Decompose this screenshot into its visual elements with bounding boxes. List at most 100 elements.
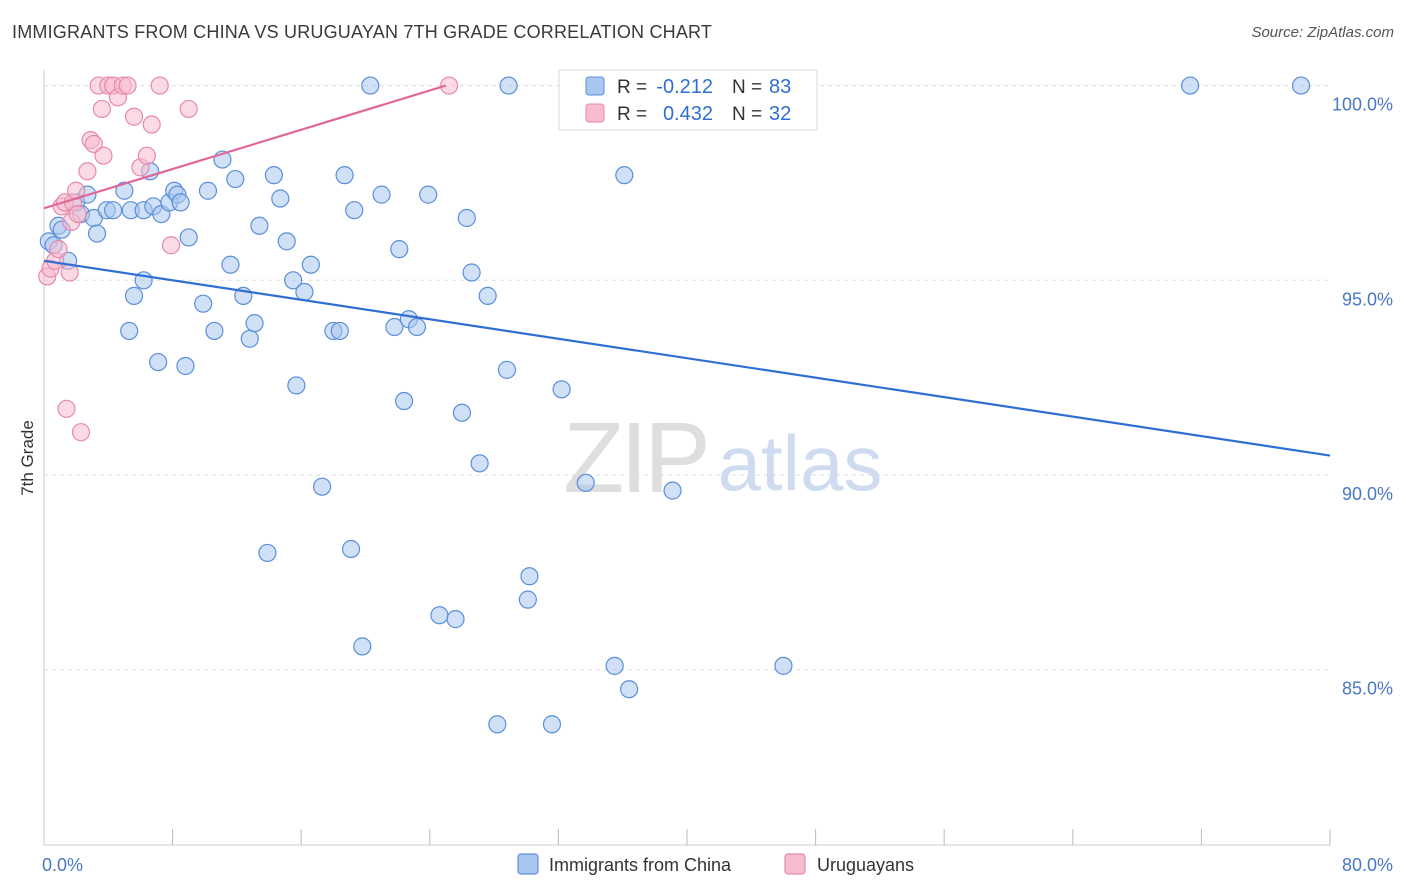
uru-point — [84, 134, 103, 154]
legend-r-label: R = — [617, 104, 647, 125]
legend-n-label: N = — [732, 104, 762, 125]
china-point — [390, 240, 409, 259]
china-point — [394, 391, 414, 411]
legend-n-value: 32 — [769, 103, 791, 125]
china-point — [488, 715, 507, 734]
china-point — [552, 380, 571, 399]
china-point — [542, 715, 562, 734]
china-point — [264, 166, 283, 185]
china-bottom-label: Immigrants from China — [549, 855, 732, 875]
china-point — [341, 539, 361, 559]
china-point — [605, 656, 624, 675]
china-point — [171, 193, 190, 212]
china-point — [335, 166, 354, 185]
china-point — [419, 185, 438, 204]
china-bottom-swatch — [517, 853, 539, 875]
x-tick-label: 80.0% — [1342, 855, 1393, 875]
china-point — [87, 224, 107, 243]
china-point — [104, 201, 123, 220]
chart-source: Source: ZipAtlas.com — [1251, 24, 1394, 41]
data-points — [38, 76, 1311, 734]
legend-r-label: R = — [617, 77, 647, 98]
uru-point — [94, 146, 113, 165]
china-point — [1291, 76, 1311, 95]
series-legend: Immigrants from China Uruguayans — [517, 853, 914, 875]
china-point — [462, 263, 481, 282]
legend-r-value: 0.432 — [663, 103, 713, 125]
watermark-atlas: atlas — [718, 419, 883, 507]
uru-trend-line — [43, 84, 447, 210]
uru-point — [118, 76, 137, 95]
china-point — [620, 680, 639, 699]
china-point — [385, 317, 404, 337]
china-point — [330, 321, 349, 341]
china-point — [520, 567, 539, 586]
china-point — [470, 454, 489, 473]
uru-point — [439, 76, 459, 95]
uru-bottom-swatch — [784, 853, 806, 875]
stats-legend: R = -0.212 N = 83 R = 0.432 N = 32 — [558, 69, 818, 131]
china-point — [576, 473, 595, 492]
x-tick-label: 0.0% — [42, 855, 83, 875]
china-point — [497, 360, 517, 379]
uru-point — [49, 240, 68, 259]
uru-point — [150, 76, 169, 95]
uru-point — [179, 99, 198, 119]
watermark-zip: ZIP — [563, 402, 707, 514]
china-point — [615, 166, 634, 185]
uru-legend-swatch — [585, 103, 605, 123]
china-point — [372, 185, 391, 204]
legend-n-value: 83 — [769, 76, 791, 98]
y-axis-label: 7th Grade — [18, 420, 37, 496]
china-point — [361, 76, 380, 95]
china-point — [194, 294, 213, 313]
y-tick-label: 100.0% — [1332, 95, 1393, 115]
china-point — [149, 352, 168, 372]
china-point — [287, 376, 306, 395]
uru-point — [92, 99, 111, 119]
uru-point — [57, 399, 76, 418]
china-legend-swatch — [585, 76, 605, 96]
china-point — [176, 356, 195, 376]
china-point — [198, 181, 218, 200]
china-point — [295, 282, 314, 302]
china-point — [1181, 76, 1200, 95]
uru-point — [71, 423, 91, 442]
china-point — [115, 181, 134, 200]
china-point — [499, 76, 518, 95]
trend-lines — [43, 84, 1331, 457]
china-point — [774, 656, 793, 675]
uru-point — [137, 146, 156, 165]
watermark: ZIP atlas — [563, 402, 882, 514]
china-point — [258, 543, 277, 563]
china-point — [271, 189, 290, 208]
china-point — [345, 201, 364, 220]
china-point — [284, 271, 303, 290]
china-point — [457, 208, 476, 228]
china-point — [240, 329, 259, 348]
china-point — [518, 590, 537, 609]
uru-point — [68, 204, 87, 224]
china-point — [353, 637, 372, 656]
uru-point — [161, 236, 181, 255]
china-point — [124, 286, 144, 305]
uru-point — [124, 107, 144, 126]
china-point — [245, 314, 264, 333]
china-point — [301, 255, 320, 274]
china-point — [452, 403, 472, 422]
china-point — [312, 477, 332, 496]
china-point — [407, 317, 427, 337]
china-trend-line — [43, 259, 1331, 457]
china-point — [120, 321, 139, 341]
china-point — [226, 169, 245, 189]
uru-bottom-label: Uruguayans — [817, 855, 914, 875]
china-point — [221, 255, 240, 274]
uru-point — [142, 115, 161, 134]
legend-n-label: N = — [732, 77, 762, 98]
china-point — [179, 228, 198, 247]
axes: 100.0% 95.0% 90.0% 85.0% 0.0% 80.0% 7th Grade — [18, 70, 1393, 875]
china-point — [663, 481, 682, 500]
y-tick-label: 90.0% — [1342, 484, 1393, 504]
